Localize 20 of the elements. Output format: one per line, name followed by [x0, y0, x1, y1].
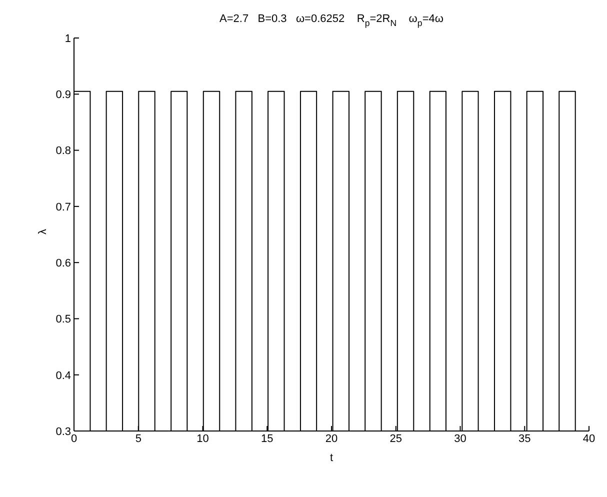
chart-title: A=2.7 B=0.3 ω=0.6252 R$_{p}$=2R$_{N}$ ω$_{p}$=4ω — [220, 13, 444, 28]
y-tick-label: 0.9 — [56, 89, 71, 102]
x-tick-label: 20 — [325, 432, 338, 445]
y-tick-label: 0.5 — [56, 314, 71, 326]
y-tick-label: 0.7 — [56, 201, 71, 214]
y-axis-title: λ — [36, 228, 49, 234]
x-axis-title: t — [330, 452, 334, 464]
x-tick-label: 35 — [518, 432, 531, 445]
y-tick-label: 1 — [64, 32, 71, 45]
y-tick-label: 0.8 — [56, 145, 71, 158]
y-tick-label: 0.3 — [56, 426, 71, 438]
x-tick-label: 0 — [70, 432, 78, 445]
x-tick-label: 40 — [582, 432, 596, 445]
x-tick-label: 15 — [261, 432, 274, 445]
x-tick-label: 25 — [390, 432, 402, 445]
x-tick-label: 5 — [135, 432, 142, 445]
x-tick-label: 10 — [196, 432, 209, 445]
x-tick-label: 30 — [454, 432, 466, 445]
y-tick-label: 0.6 — [56, 257, 71, 270]
y-tick-label: 0.4 — [56, 370, 71, 382]
